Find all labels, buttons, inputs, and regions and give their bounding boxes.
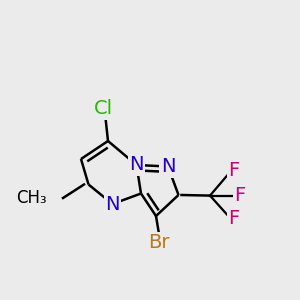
Text: Br: Br [148,233,170,253]
Text: N: N [161,157,175,176]
Text: Cl: Cl [94,99,113,118]
Text: F: F [234,186,246,205]
Text: F: F [228,161,240,181]
Text: N: N [105,194,120,214]
Text: N: N [129,155,144,175]
Text: F: F [228,209,240,229]
Text: CH₃: CH₃ [16,189,46,207]
